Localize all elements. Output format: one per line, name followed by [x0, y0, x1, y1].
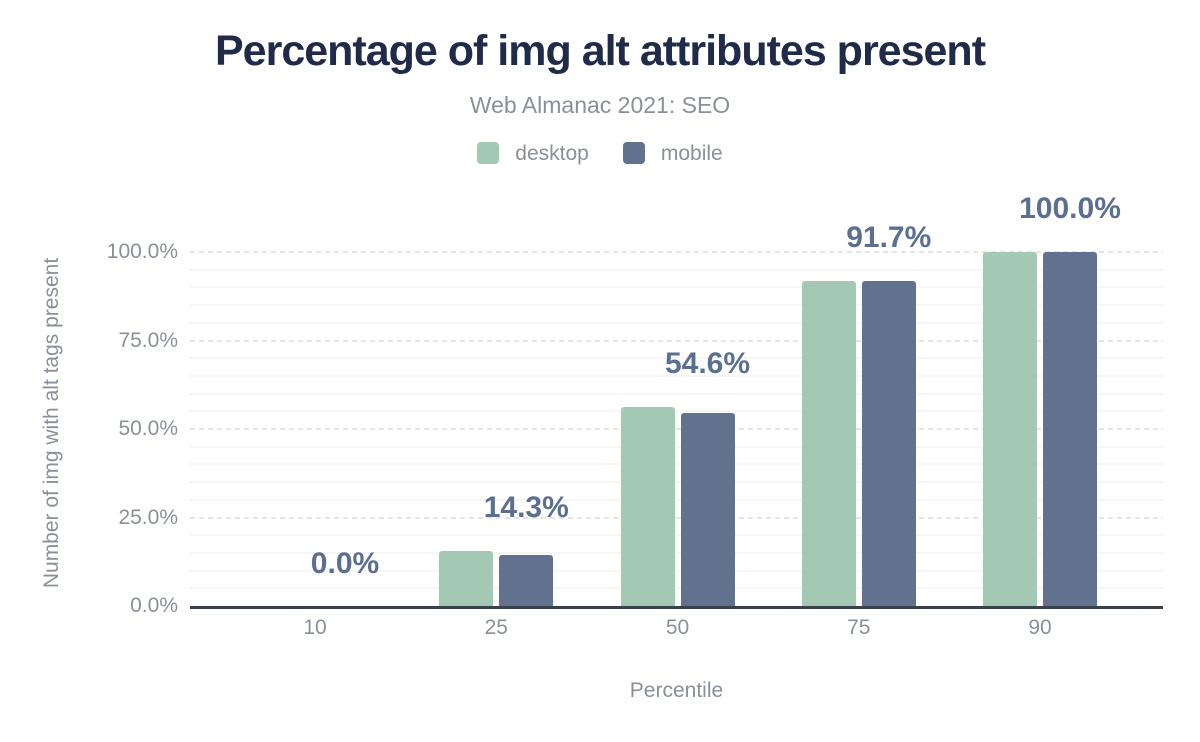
bar-mobile-p50[interactable]: [680, 412, 735, 606]
legend-swatch-desktop: [477, 142, 500, 164]
major-gridline-25: [190, 516, 1163, 519]
y-tick-50: 50.0%: [118, 417, 178, 440]
legend-item-desktop[interactable]: desktop: [477, 142, 589, 164]
value-label-p10: 0.0%: [310, 547, 380, 580]
bar-mobile-p75[interactable]: [861, 281, 916, 606]
x-tick-90: 90: [1028, 616, 1052, 639]
x-axis-title: Percentile: [629, 679, 724, 702]
minor-gridline-80: [190, 321, 1163, 324]
major-gridline-50: [190, 428, 1163, 430]
legend: desktop mobile: [0, 142, 1200, 164]
minor-gridline-15: [190, 551, 1163, 554]
legend-label-mobile: mobile: [660, 141, 723, 165]
minor-gridline-30: [190, 498, 1163, 501]
minor-gridline-85: [190, 304, 1163, 307]
chart-title: Percentage of img alt attributes present: [214, 27, 986, 75]
legend-swatch-mobile: [622, 142, 645, 164]
major-gridline-75: [190, 339, 1163, 342]
minor-gridline-20: [190, 534, 1163, 537]
minor-gridline-10: [190, 569, 1163, 572]
legend-label-desktop: desktop: [515, 141, 589, 165]
x-tick-25: 25: [484, 616, 508, 639]
legend-item-mobile[interactable]: mobile: [622, 141, 723, 165]
x-tick-75: 75: [847, 616, 871, 639]
minor-gridline-45: [190, 445, 1163, 448]
minor-gridline-55: [190, 410, 1163, 413]
chart-subtitle: Web Almanac 2021: SEO: [469, 92, 731, 118]
x-tick-10: 10: [303, 616, 327, 639]
value-label-p90: 100.0%: [1019, 192, 1121, 225]
minor-gridline-90: [190, 286, 1163, 289]
minor-gridline-70: [190, 357, 1163, 360]
y-tick-0: 0.0%: [130, 594, 178, 617]
bar-desktop-p90[interactable]: [983, 252, 1037, 606]
major-gridline-100: [190, 251, 1163, 253]
minor-gridline-60: [190, 392, 1163, 395]
value-label-p25: 14.3%: [483, 491, 569, 525]
minor-gridline-95: [190, 268, 1163, 271]
minor-gridline-40: [190, 463, 1163, 466]
bar-mobile-p25[interactable]: [499, 555, 554, 606]
minor-gridline-35: [190, 481, 1163, 484]
bar-desktop-p75[interactable]: [801, 280, 856, 606]
bar-desktop-p25[interactable]: [439, 551, 494, 606]
y-tick-100: 100.0%: [106, 240, 178, 263]
plot-area: 0.0% 14.3% 54.6% 91.7% 100.0%: [190, 194, 1163, 609]
minor-gridline-5: [190, 587, 1163, 590]
bar-desktop-p50[interactable]: [620, 406, 675, 606]
value-label-p75: 91.7%: [846, 220, 932, 254]
x-tick-50: 50: [665, 616, 690, 639]
y-tick-75: 75.0%: [118, 328, 178, 352]
y-tick-25: 25.0%: [118, 505, 178, 529]
minor-gridline-65: [190, 374, 1163, 377]
bar-mobile-p90[interactable]: [1043, 252, 1097, 606]
value-label-p50: 54.6%: [664, 346, 751, 380]
